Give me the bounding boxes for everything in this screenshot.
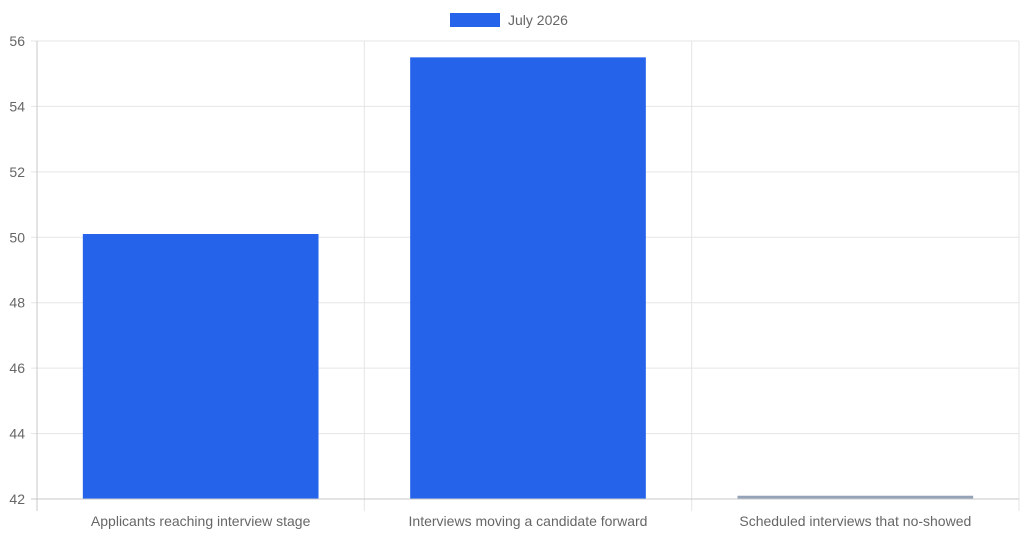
y-tick-label: 52: [9, 164, 25, 180]
y-tick-label: 50: [9, 229, 25, 245]
y-tick-label: 48: [9, 295, 25, 311]
bar[interactable]: [82, 234, 319, 499]
bars: [82, 57, 974, 499]
y-tick-label: 46: [9, 360, 25, 376]
bar[interactable]: [410, 57, 646, 499]
legend-label: July 2026: [508, 12, 568, 28]
legend: July 2026: [450, 12, 568, 28]
y-tick-label: 44: [9, 426, 25, 442]
y-axis-ticks: 42 44 46 48 50 52 54 56: [9, 33, 25, 507]
axes: [31, 41, 1019, 511]
x-tick-label: Applicants reaching interview stage: [91, 513, 311, 529]
y-tick-label: 54: [9, 98, 25, 114]
legend-swatch: [450, 13, 500, 27]
x-tick-label: Interviews moving a candidate forward: [409, 513, 648, 529]
x-axis-labels: Applicants reaching interview stage Inter…: [91, 513, 971, 529]
x-tick-label: Scheduled interviews that no-showed: [739, 513, 971, 529]
y-tick-label: 56: [9, 33, 25, 49]
bar[interactable]: [737, 495, 974, 499]
y-tick-label: 42: [9, 491, 25, 507]
